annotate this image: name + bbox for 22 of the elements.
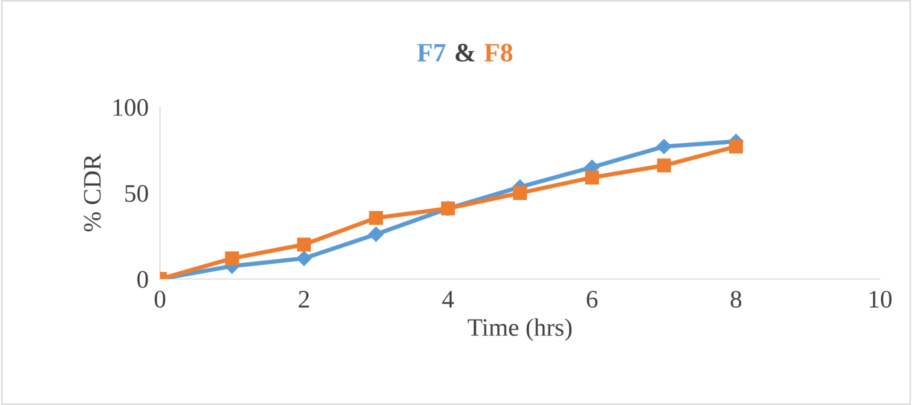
point bbox=[656, 138, 672, 154]
chart-title: F7 & F8 bbox=[417, 44, 512, 62]
point bbox=[225, 251, 239, 266]
y-tick-label: 0 bbox=[137, 271, 148, 288]
point bbox=[729, 140, 743, 154]
point bbox=[296, 250, 312, 266]
y-tick-label: 100 bbox=[114, 99, 148, 116]
point bbox=[369, 210, 383, 225]
point bbox=[585, 170, 599, 184]
x-tick-label: 2 bbox=[298, 290, 309, 308]
point bbox=[657, 158, 671, 172]
point bbox=[368, 226, 384, 242]
y-tick-label: 50 bbox=[125, 185, 148, 202]
x-axis-title: Time (hrs) bbox=[468, 318, 572, 342]
x-tick-label: 0 bbox=[154, 290, 166, 308]
x-tick-label: 6 bbox=[586, 290, 598, 308]
point bbox=[513, 186, 527, 200]
point bbox=[297, 238, 311, 252]
x-tick-label: 4 bbox=[442, 291, 454, 308]
x-tick-label: 8 bbox=[730, 290, 742, 308]
y-axis-title: % CDR bbox=[84, 154, 101, 232]
x-tick-label: 10 bbox=[870, 290, 892, 308]
